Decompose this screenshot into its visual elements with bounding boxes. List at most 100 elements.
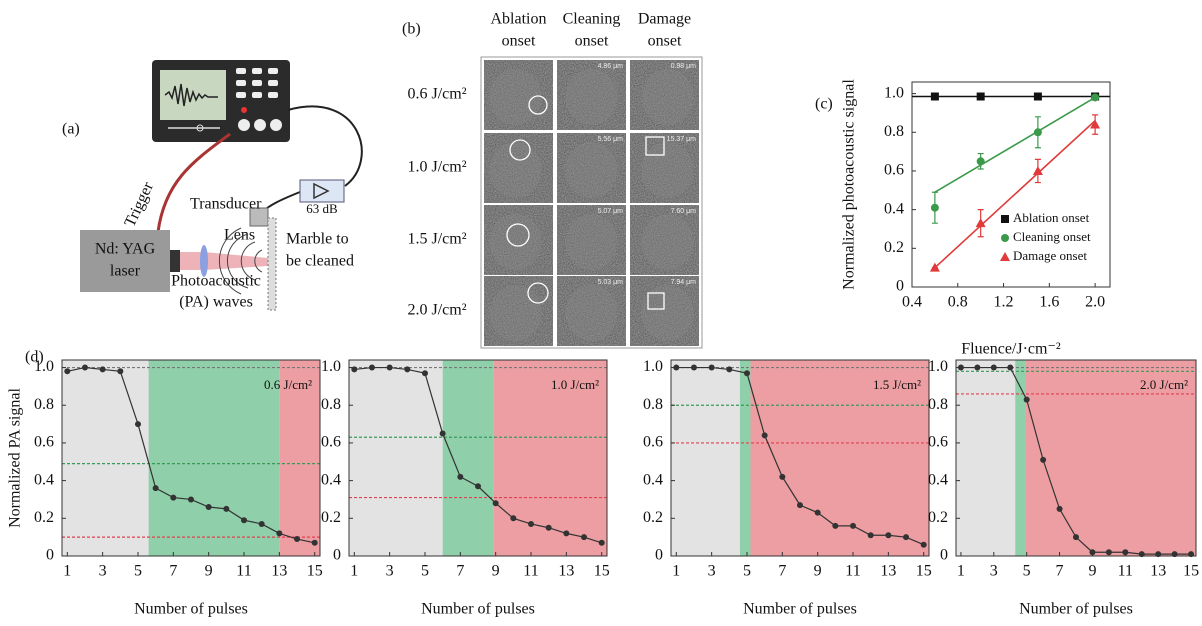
x-tick-label: 5 — [421, 563, 429, 580]
x-tick-label: 13 — [880, 563, 896, 580]
point — [1056, 505, 1063, 512]
sem-texture — [484, 60, 553, 130]
x-tick-label: 3 — [386, 563, 394, 580]
x-axis-label: Number of pulses — [134, 601, 248, 618]
scale-label: 4.86 μm — [598, 63, 624, 70]
annotation: 1.5 J/cm² — [873, 377, 921, 392]
y-tick-label: 0.2 — [321, 509, 341, 526]
x-tick-label: 7 — [1056, 563, 1064, 580]
scale-label: 5.07 μm — [598, 208, 624, 215]
sem-sample — [565, 285, 618, 341]
point — [930, 203, 939, 212]
marble — [267, 217, 277, 311]
point — [976, 157, 985, 166]
sem-texture — [630, 276, 699, 346]
point — [258, 520, 265, 527]
x-tick-label: 5 — [743, 563, 751, 580]
x-tick-label: 13 — [1150, 563, 1166, 580]
panel-label: (b) — [402, 21, 421, 38]
laser-label: Nd: YAG — [95, 241, 156, 258]
sem-texture — [484, 205, 553, 275]
sem-sample — [641, 69, 694, 125]
x-tick-label: 0.4 — [902, 294, 922, 311]
region — [279, 360, 320, 556]
point — [797, 502, 803, 509]
y-tick-label: 0.8 — [34, 396, 54, 413]
row-label: 0.6 J/cm² — [407, 86, 466, 103]
y-tick-label: 0.8 — [321, 396, 341, 413]
x-tick-label: 15 — [1183, 563, 1199, 580]
point — [475, 483, 481, 490]
x-tick-label: 7 — [778, 563, 786, 580]
point — [903, 534, 910, 541]
x-tick-label: 15 — [594, 563, 610, 580]
sem-texture — [630, 60, 699, 130]
annotation: 1.0 J/cm² — [551, 377, 599, 392]
point — [1090, 119, 1101, 129]
y-tick-label: 0.2 — [34, 509, 54, 526]
y-tick-label: 0.6 — [34, 434, 54, 451]
point — [1105, 549, 1112, 556]
y-tick-label: 0.6 — [643, 434, 663, 451]
x-tick-label: 5 — [134, 563, 142, 580]
y-axis-label: Normalized PA signal — [7, 388, 24, 528]
point — [832, 522, 839, 529]
point — [885, 532, 892, 539]
x-tick-label: 1 — [672, 563, 680, 580]
sem-sample — [489, 285, 542, 341]
row-label: 2.0 J/cm² — [407, 302, 466, 319]
waveform — [164, 83, 218, 107]
transducer — [249, 207, 269, 227]
panel-label: (a) — [62, 121, 80, 138]
scale-label: 7.94 μm — [671, 279, 697, 286]
y-tick-label: 0 — [940, 547, 948, 564]
point — [404, 366, 411, 373]
point — [779, 473, 786, 480]
x-tick-label: 1 — [350, 563, 358, 580]
point — [276, 530, 283, 537]
sem-sample — [641, 285, 694, 341]
x-tick-label: 11 — [1118, 563, 1133, 580]
plot-frame — [911, 81, 1111, 288]
region-marker — [645, 136, 665, 156]
panel-label: (d) — [25, 349, 44, 366]
legend-label: Damage onset — [1013, 248, 1087, 263]
y-tick-label: 0.4 — [34, 471, 54, 488]
x-tick-label: 15 — [307, 563, 323, 580]
x-tick-label: 3 — [708, 563, 716, 580]
scale-label: 7.60 μm — [671, 208, 697, 215]
waves-label: (PA) waves — [179, 294, 253, 311]
point — [1091, 93, 1100, 102]
legend-label: Cleaning onset — [1013, 229, 1091, 244]
row-label: 1.0 J/cm² — [407, 159, 466, 176]
point — [152, 485, 159, 492]
point — [81, 364, 88, 371]
x-tick-label: 1 — [957, 563, 965, 580]
point — [975, 218, 986, 228]
point — [294, 536, 301, 543]
fit-line — [934, 120, 1096, 269]
x-tick-label: 7 — [456, 563, 464, 580]
sem-texture — [484, 133, 553, 203]
point — [528, 520, 535, 527]
y-tick-label: 0.2 — [928, 509, 948, 526]
sem-texture — [557, 205, 626, 275]
fit-line — [934, 96, 1096, 193]
sem-texture — [557, 60, 626, 130]
region — [493, 360, 607, 556]
amplifier — [299, 179, 345, 203]
point — [673, 364, 680, 371]
x-tick-label: 7 — [169, 563, 177, 580]
point — [761, 432, 768, 439]
scale-label: 0.98 μm — [671, 63, 697, 70]
cable — [287, 105, 363, 187]
point — [64, 368, 71, 375]
sem-texture — [484, 276, 553, 346]
sem-sample — [565, 214, 618, 270]
point — [368, 364, 375, 371]
y-tick-label: 0.8 — [884, 123, 904, 140]
amplifier-label: 63 dB — [306, 201, 338, 216]
point — [241, 517, 248, 524]
x-tick-label: 5 — [1023, 563, 1031, 580]
